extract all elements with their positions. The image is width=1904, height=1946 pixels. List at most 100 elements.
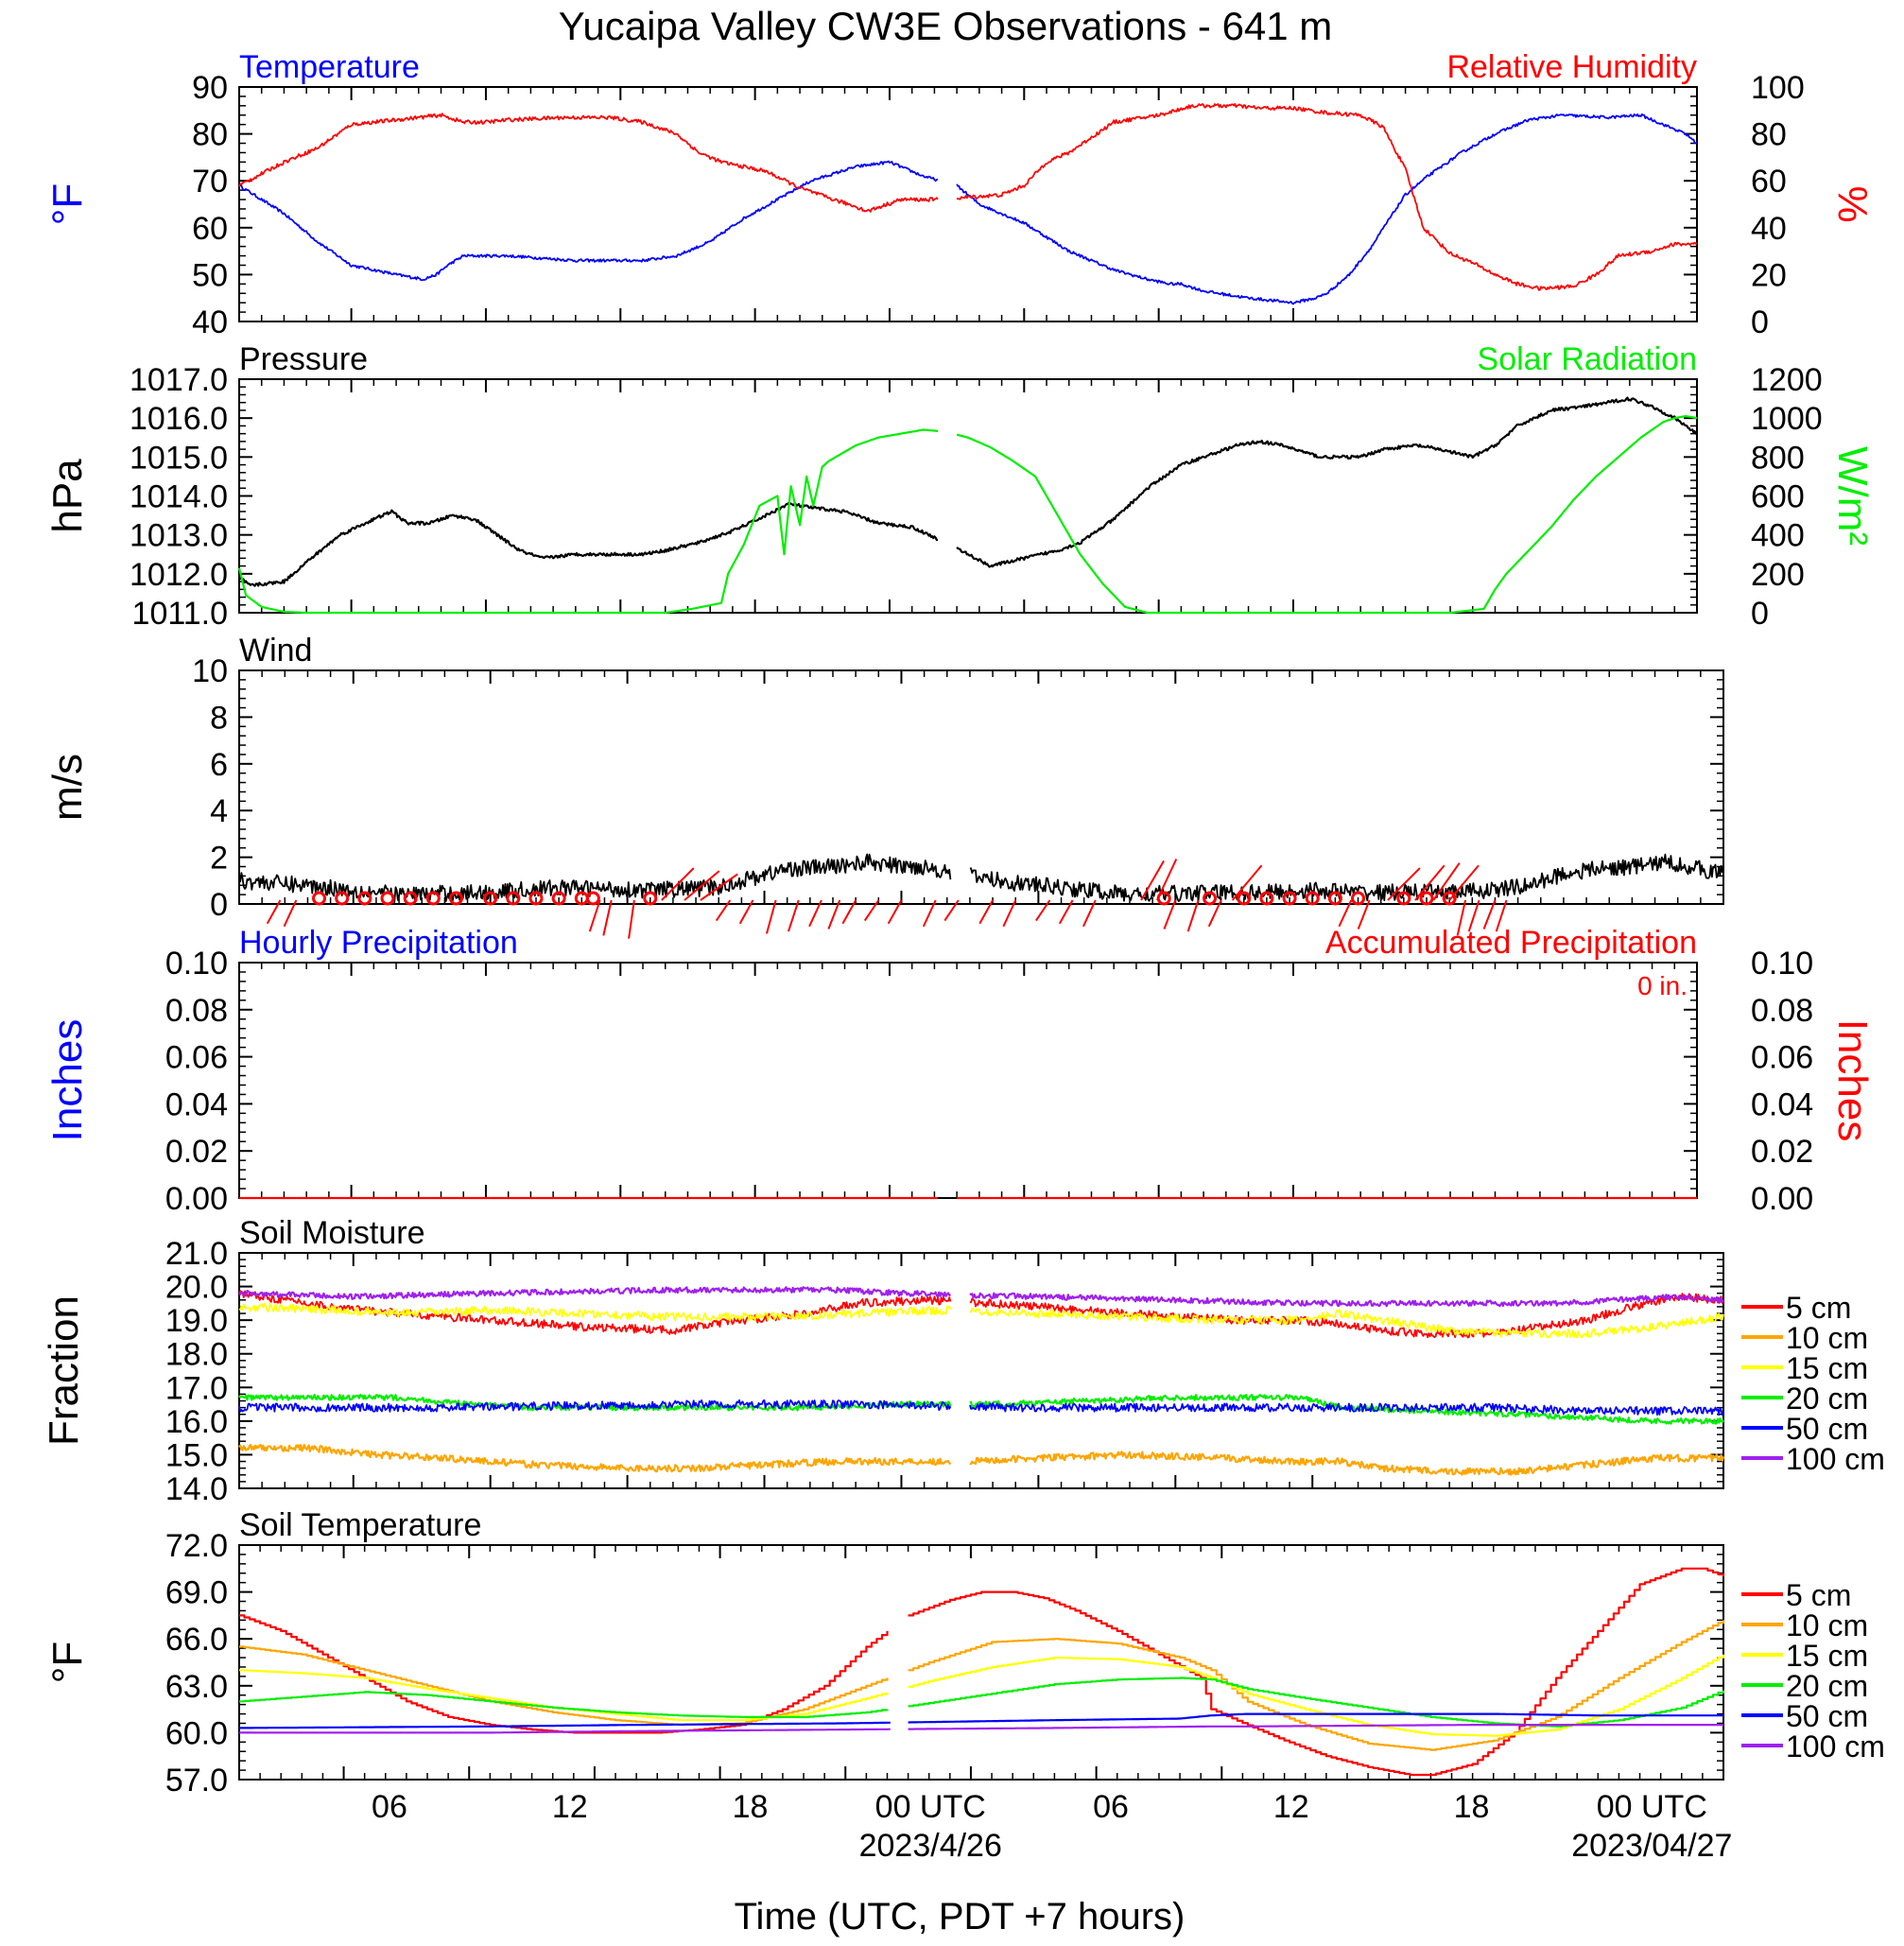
wind-barb [700, 873, 738, 901]
y-tick-label-right: 1200 [1751, 362, 1823, 398]
y-tick-label-left: 1017.0 [130, 362, 228, 398]
y-tick-label-left: 50 [192, 257, 228, 293]
panel-pres_solar: Pressure Solar Radiation 1017.01016.01015.… [44, 341, 1876, 632]
wind-barb [788, 899, 800, 932]
panels: Temperature Relative Humidity908070605040… [41, 49, 1885, 1798]
wind-barb [1456, 899, 1467, 936]
y-tick-label-right: 0 [1751, 304, 1769, 340]
plot-frame [238, 1544, 1724, 1781]
y-tick-label-left: 6 [210, 747, 228, 783]
series-line-100-cm [238, 1286, 1724, 1308]
y-tick-label-left: 69.0 [165, 1575, 228, 1611]
panel-title-left: Wind [239, 633, 312, 669]
y-tick-label-left: 16.0 [165, 1404, 228, 1440]
wind-barb [738, 899, 754, 925]
plot-frame [238, 1252, 1724, 1489]
panel-title-right: Relative Humidity [1446, 49, 1697, 85]
calm-wind-marker [1442, 891, 1457, 906]
series-line-20-cm [239, 1677, 1725, 1728]
plot-frame [238, 378, 1698, 614]
panel-title-left: Pressure [239, 341, 368, 377]
y-tick-label-left: 0.02 [165, 1134, 228, 1170]
y-tick-label-right: 0.06 [1751, 1040, 1813, 1076]
y-tick-label-left: 20.0 [165, 1270, 228, 1306]
y-tick-label-left: 8 [210, 700, 228, 736]
x-tick-label: 12 [1273, 1789, 1309, 1825]
plot-frame [238, 962, 1698, 1199]
wind-barb [588, 899, 601, 932]
wind-barb [1163, 899, 1177, 930]
y-tick-label-left: 17.0 [165, 1370, 228, 1406]
y-tick-label-right: 0.00 [1751, 1181, 1813, 1217]
y-axis-label-left: °F [44, 183, 91, 225]
calm-wind-marker [1259, 891, 1274, 906]
plot-frame [238, 86, 1698, 322]
y-tick-label-left: 0.04 [165, 1086, 228, 1122]
x-tick-label: 06 [372, 1789, 407, 1825]
y-tick-label-right: 60 [1751, 164, 1787, 200]
panel-title-left: Soil Moisture [239, 1215, 425, 1251]
y-tick-label-left: 0.10 [165, 946, 228, 982]
y-tick-label-left: 60 [192, 211, 228, 247]
y-tick-label-right: 20 [1751, 257, 1787, 293]
y-tick-label-left: 1016.0 [130, 401, 228, 437]
wind-barb [1058, 899, 1074, 925]
y-tick-label-left: 15.0 [165, 1437, 228, 1473]
wind-barb [863, 899, 880, 922]
wind-barb [827, 899, 841, 930]
panel-title-right: Accumulated Precipitation [1325, 925, 1697, 961]
legend-label: 10 cm [1786, 1608, 1868, 1642]
legend-label: 50 cm [1786, 1412, 1868, 1446]
wind-barb [978, 899, 994, 925]
wind-barb [1140, 860, 1165, 901]
wind-barb [1414, 864, 1445, 901]
calm-wind-marker [312, 891, 327, 906]
calm-wind-marker [506, 891, 521, 906]
calm-wind-marker [403, 891, 418, 906]
series-line-50-cm [239, 1712, 1723, 1729]
y-tick-label-left: 0.00 [165, 1181, 228, 1217]
wind-barb [283, 899, 298, 928]
x-tick-label: 06 [1093, 1789, 1129, 1825]
y-tick-label-right: 80 [1751, 117, 1787, 153]
wind-barb [628, 899, 635, 939]
x-tick-label: 12 [552, 1789, 588, 1825]
calm-wind-marker [585, 891, 600, 906]
y-axis-label-right: Inches [1829, 1019, 1876, 1142]
legend-label: 100 cm [1786, 1442, 1885, 1476]
calm-wind-marker [448, 891, 463, 906]
y-tick-label-right: 200 [1751, 557, 1805, 593]
wind-barb [1082, 899, 1097, 928]
calm-wind-marker [1396, 891, 1411, 906]
y-axis-label-left: Inches [44, 1019, 91, 1142]
calm-wind-marker [425, 891, 441, 906]
calm-wind-marker [1327, 891, 1342, 906]
series-line-black [238, 853, 1724, 904]
y-tick-label-right: 0.02 [1751, 1134, 1813, 1170]
y-axis-label-left: Fraction [41, 1295, 87, 1446]
panel-soil_temp: Soil Temperature 72.0 69.0 66.0 63.0 60.0 57.0… [44, 1507, 1885, 1798]
y-tick-label-right: 40 [1751, 211, 1787, 247]
wind-barb [1231, 864, 1263, 901]
y-axis-label-left: m/s [44, 754, 91, 821]
x-tick-label: 00 UTC [875, 1789, 986, 1825]
y-tick-label-right: 1000 [1751, 401, 1823, 437]
y-tick-label-right: 0.08 [1751, 993, 1813, 1029]
calm-wind-marker [483, 891, 498, 906]
series-line-black [238, 396, 1698, 587]
y-tick-label-left: 72.0 [165, 1528, 228, 1564]
y-tick-label-left: 2 [210, 841, 228, 877]
series-line-blue [238, 113, 1698, 305]
wind-barb [841, 899, 857, 925]
calm-wind-marker [380, 891, 395, 906]
x-tick-label: 18 [733, 1789, 769, 1825]
y-tick-label-left: 1011.0 [132, 596, 228, 632]
y-tick-label-left: 21.0 [165, 1236, 228, 1272]
y-tick-label-right: 0 [1751, 596, 1769, 632]
calm-wind-marker [1282, 891, 1297, 906]
calm-wind-marker [1237, 891, 1252, 906]
y-tick-label-right: 400 [1751, 518, 1805, 554]
calm-wind-marker [1203, 891, 1218, 906]
calm-wind-marker [1156, 891, 1171, 906]
